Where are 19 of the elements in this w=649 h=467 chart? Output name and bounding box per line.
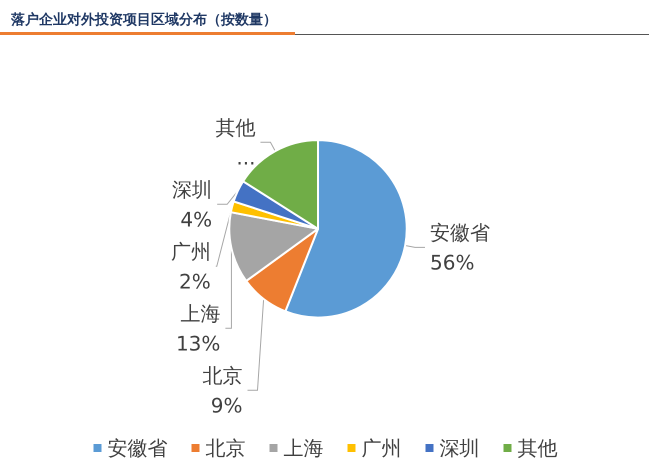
slice-label: 上海 xyxy=(180,301,220,326)
legend-label: 深圳 xyxy=(440,436,480,460)
slice-label: 安徽省 xyxy=(430,220,490,244)
legend-label: 北京 xyxy=(206,436,246,460)
slice-label: 深圳 xyxy=(172,177,212,202)
data-label: 56% xyxy=(430,250,474,274)
slice-label: 北京 xyxy=(202,363,242,388)
legend-label: 广州 xyxy=(362,436,402,460)
data-label: 2% xyxy=(179,269,211,294)
legend-label: 其他 xyxy=(518,436,558,460)
data-label: 13% xyxy=(176,331,220,356)
chart-title: 落户企业对外投资项目区域分布（按数量） xyxy=(10,11,277,28)
data-label: 4% xyxy=(180,207,212,232)
data-label: ... xyxy=(236,145,256,170)
slice-label: 广州 xyxy=(170,239,211,264)
slice-label: 其他 xyxy=(215,115,256,140)
legend-label: 上海 xyxy=(284,436,324,460)
legend-label: 安徽省 xyxy=(108,436,168,460)
data-label: 9% xyxy=(210,393,242,418)
